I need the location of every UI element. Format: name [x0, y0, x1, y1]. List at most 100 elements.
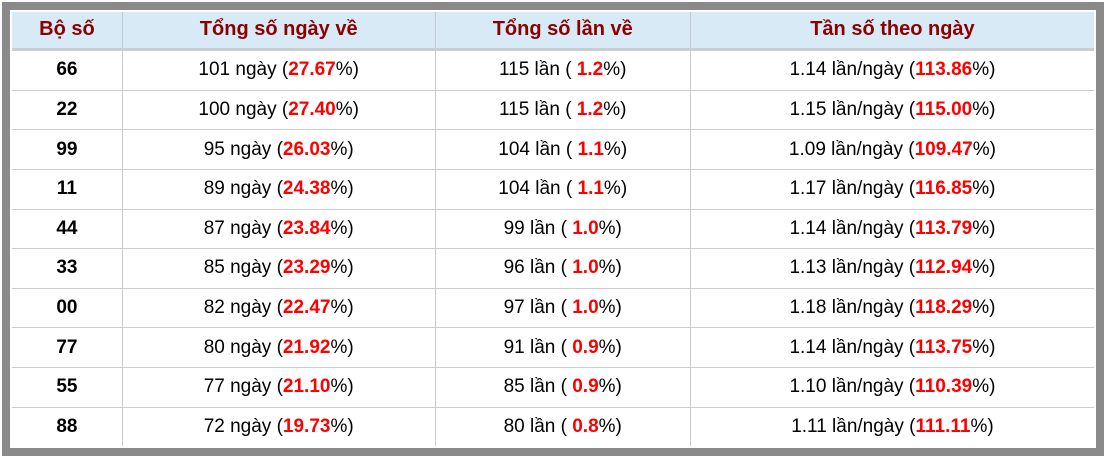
freq-text-suffix: %)	[972, 178, 996, 200]
pair-cell: 99	[12, 129, 123, 170]
total-times-cell: 99 lần ( 1.0%)	[434, 209, 691, 250]
daily-frequency-cell: 1.18 lần/ngày (118.29%)	[689, 288, 1094, 329]
times-text-suffix: %)	[598, 376, 622, 398]
days-text: 85 ngày (	[203, 257, 283, 279]
total-days-cell: 72 ngày (19.73%)	[121, 407, 436, 446]
times-text: 115 lần (	[498, 59, 577, 81]
times-text-suffix: %)	[603, 178, 628, 200]
total-days-cell: 80 ngày (21.92%)	[121, 327, 436, 368]
days-text-suffix: %)	[330, 376, 354, 398]
pair-cell: 66	[12, 49, 123, 91]
days-percent-value: 27.40	[288, 99, 336, 120]
times-text: 85 lần (	[503, 376, 573, 398]
total-times-cell: 115 lần ( 1.2%)	[434, 90, 691, 131]
total-days-cell: 77 ngày (21.10%)	[121, 367, 436, 408]
days-percent-value: 27.67	[288, 59, 336, 81]
days-text: 101 ngày (	[198, 59, 289, 81]
days-text-suffix: %)	[335, 59, 359, 81]
days-text: 87 ngày (	[203, 217, 283, 239]
daily-frequency-cell: 1.15 lần/ngày (115.00%)	[689, 90, 1094, 131]
freq-percent-value: 110.39	[915, 376, 973, 398]
table-row: 99 95 ngày (26.03%) 104 lần ( 1.1%) 1.09…	[12, 129, 1094, 170]
days-text-suffix: %)	[330, 415, 354, 437]
times-percent-value: 1.2	[576, 99, 604, 120]
days-text: 72 ngày (	[203, 415, 283, 437]
total-days-cell: 87 ngày (23.84%)	[121, 209, 436, 250]
times-text: 80 lần (	[503, 415, 573, 437]
days-text: 82 ngày (	[203, 297, 283, 319]
total-days-cell: 89 ngày (24.38%)	[121, 169, 436, 210]
pair-cell: 22	[12, 90, 123, 131]
times-percent-value: 0.9	[572, 336, 599, 358]
pair-cell: 33	[12, 248, 123, 289]
times-percent-value: 1.0	[572, 217, 599, 239]
freq-text-suffix: %)	[972, 217, 996, 239]
daily-frequency-cell: 1.17 lần/ngày (116.85%)	[689, 169, 1094, 210]
table-body: 66 101 ngày (27.67%) 115 lần ( 1.2%) 1.1…	[12, 49, 1094, 446]
times-text: 91 lần (	[503, 336, 573, 358]
days-text-suffix: %)	[330, 178, 354, 200]
times-percent-value: 0.9	[572, 376, 599, 398]
days-percent-value: 21.10	[282, 376, 331, 398]
times-text-suffix: %)	[598, 257, 622, 279]
freq-text-suffix: %)	[972, 376, 996, 398]
pair-cell: 77	[12, 327, 123, 368]
times-text-suffix: %)	[598, 415, 622, 437]
freq-text: 1.10 lần/ngày (	[789, 376, 916, 398]
times-text-suffix: %)	[603, 99, 627, 120]
freq-text-suffix: %)	[972, 59, 996, 81]
table-row: 22 100 ngày (27.40%) 115 lần ( 1.2%) 1.1…	[12, 90, 1094, 131]
pair-cell: 55	[12, 367, 123, 408]
times-percent-value: 1.2	[576, 59, 604, 81]
freq-text-suffix: %)	[972, 99, 996, 120]
column-header-total-times: Tổng số lần về	[434, 12, 691, 51]
days-text: 77 ngày (	[203, 376, 283, 398]
total-times-cell: 96 lần ( 1.0%)	[434, 248, 691, 289]
daily-frequency-cell: 1.10 lần/ngày (110.39%)	[689, 367, 1094, 408]
times-text: 104 lần (	[498, 138, 578, 160]
freq-percent-value: 113.75	[915, 336, 973, 358]
freq-text: 1.14 lần/ngày (	[789, 336, 916, 358]
header-row: Bộ số Tổng số ngày về Tổng số lần về Tần…	[12, 12, 1094, 51]
total-times-cell: 85 lần ( 0.9%)	[434, 367, 691, 408]
times-text-suffix: %)	[598, 297, 622, 319]
table-row: 44 87 ngày (23.84%) 99 lần ( 1.0%) 1.14 …	[12, 209, 1094, 250]
table-row: 00 82 ngày (22.47%) 97 lần ( 1.0%) 1.18 …	[12, 288, 1094, 329]
freq-text: 1.15 lần/ngày (	[789, 99, 916, 120]
daily-frequency-cell: 1.14 lần/ngày (113.75%)	[689, 327, 1094, 368]
table-row: 77 80 ngày (21.92%) 91 lần ( 0.9%) 1.14 …	[12, 327, 1094, 368]
table-row: 66 101 ngày (27.67%) 115 lần ( 1.2%) 1.1…	[12, 49, 1094, 91]
days-text: 95 ngày (	[203, 138, 283, 160]
column-header-total-days: Tổng số ngày về	[121, 12, 436, 51]
times-text-suffix: %)	[598, 336, 622, 358]
freq-text-suffix: %)	[972, 297, 996, 319]
days-percent-value: 24.38	[282, 178, 331, 200]
freq-percent-value: 116.85	[915, 178, 973, 200]
freq-text: 1.18 lần/ngày (	[789, 297, 916, 319]
times-text-suffix: %)	[598, 217, 622, 239]
table-row: 11 89 ngày (24.38%) 104 lần ( 1.1%) 1.17…	[12, 169, 1094, 210]
days-text-suffix: %)	[330, 217, 354, 239]
freq-text-suffix: %)	[970, 415, 994, 437]
daily-frequency-cell: 1.09 lần/ngày (109.47%)	[689, 129, 1094, 170]
pair-cell: 88	[56, 415, 78, 437]
freq-text: 1.17 lần/ngày (	[789, 178, 916, 200]
daily-frequency-cell: 1.14 lần/ngày (113.86%)	[689, 49, 1094, 91]
times-percent-value: 1.0	[572, 297, 599, 319]
days-text: 80 ngày (	[203, 336, 283, 358]
times-text: 115 lần (	[498, 99, 577, 120]
freq-percent-value: 113.86	[915, 59, 973, 81]
days-text-suffix: %)	[330, 336, 354, 358]
total-times-cell: 80 lần ( 0.8%)	[434, 407, 691, 446]
total-days-cell: 101 ngày (27.67%)	[121, 49, 436, 91]
total-days-cell: 100 ngày (27.40%)	[121, 90, 436, 131]
total-days-cell: 95 ngày (26.03%)	[121, 129, 436, 170]
days-percent-value: 23.29	[282, 257, 331, 279]
daily-frequency-cell: 1.13 lần/ngày (112.94%)	[689, 248, 1094, 289]
freq-text: 1.13 lần/ngày (	[789, 257, 916, 279]
column-header-pair: Bộ số	[12, 12, 123, 51]
table-row: 55 77 ngày (21.10%) 85 lần ( 0.9%) 1.10 …	[12, 367, 1094, 408]
freq-text: 1.09 lần/ngày (	[788, 138, 915, 160]
days-text-suffix: %)	[330, 297, 354, 319]
